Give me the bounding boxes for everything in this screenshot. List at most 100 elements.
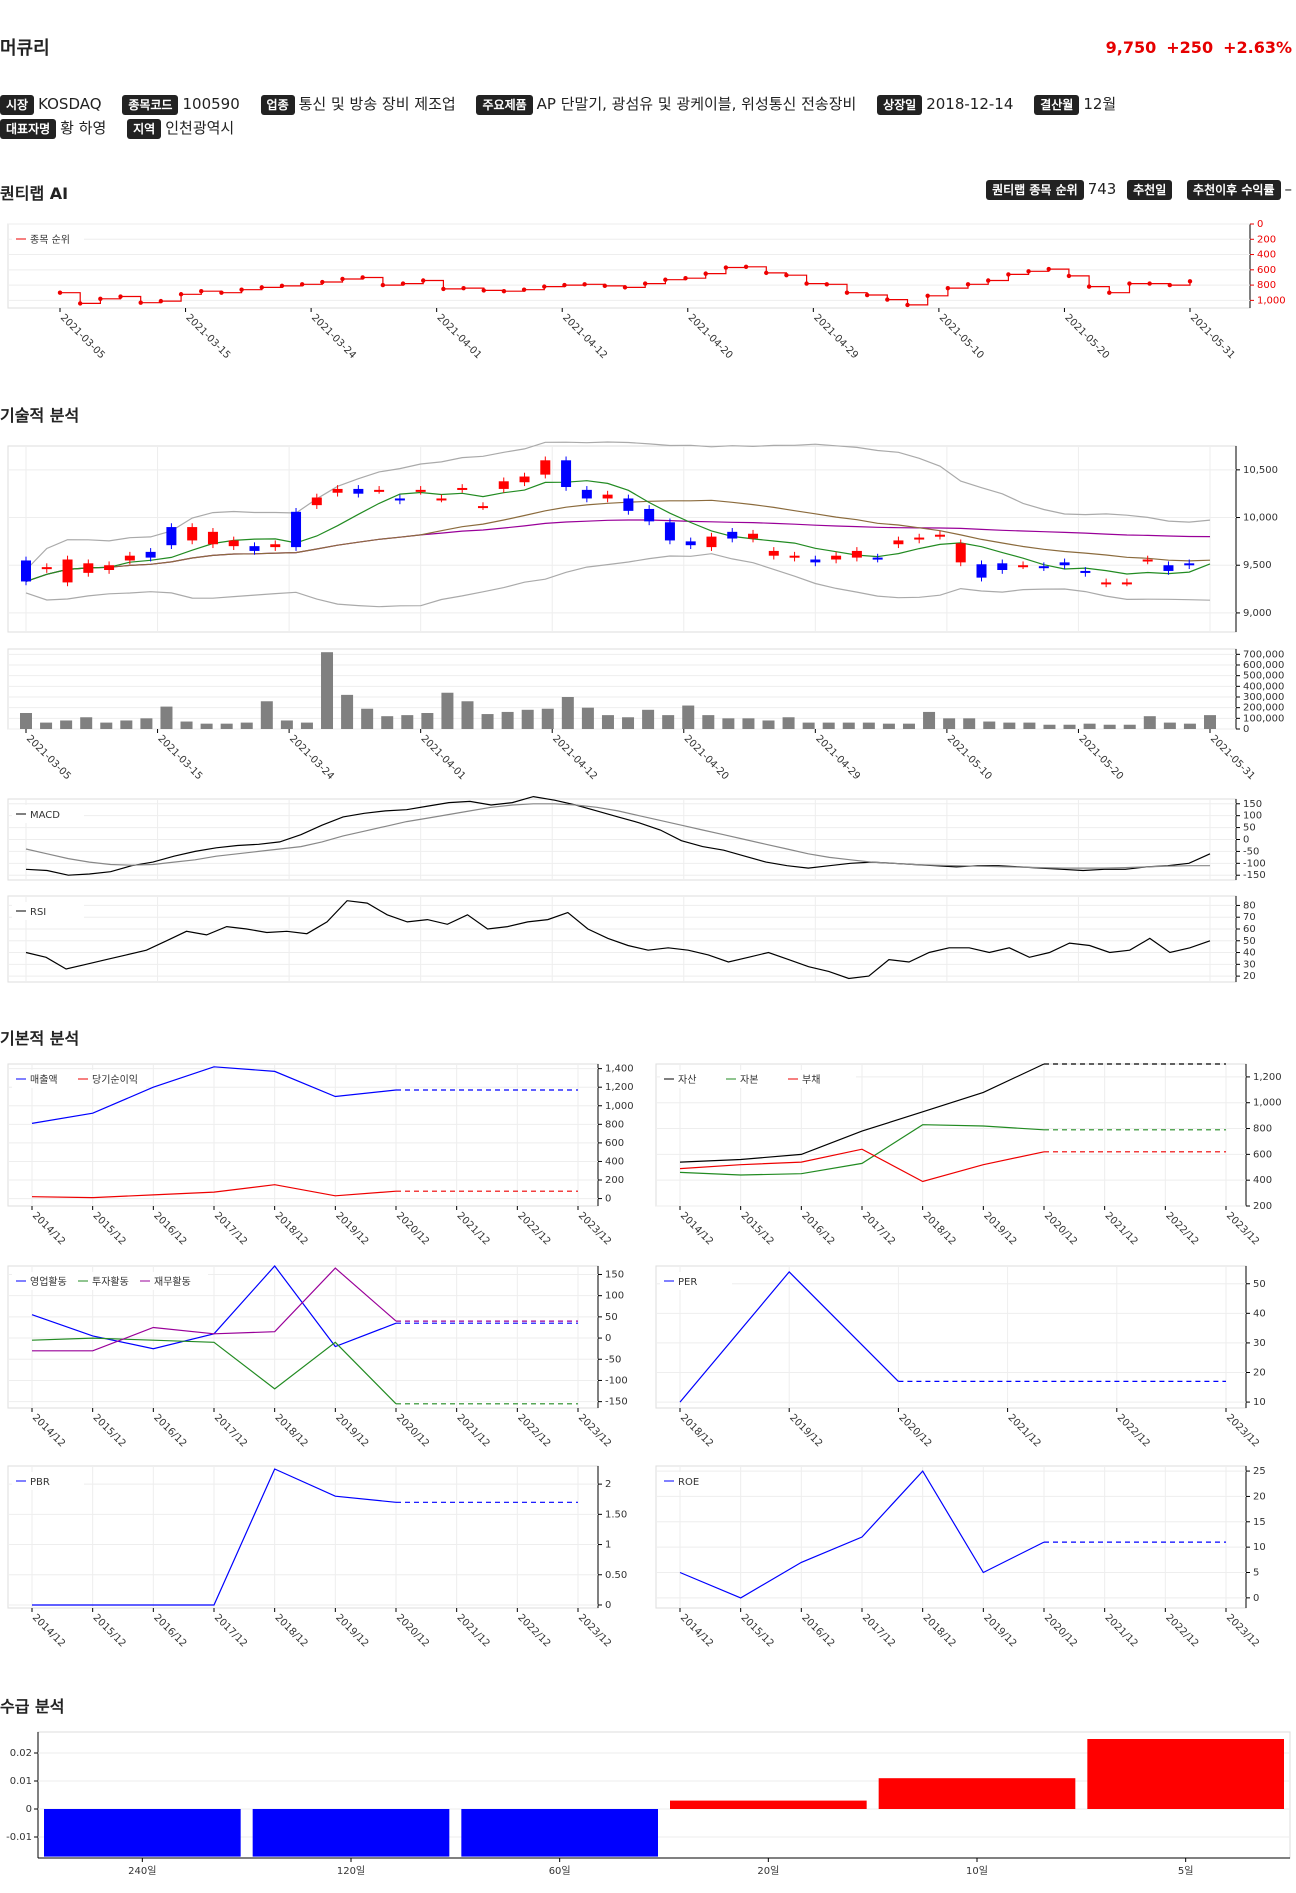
volume-bar [1023,722,1036,729]
y-tick-label: -100 [1243,858,1266,869]
candle-body [976,564,987,578]
x-tick-label: 2022/12 [515,1412,552,1449]
supply-bar [252,1809,450,1857]
candle-body [291,511,302,548]
candle-body [872,557,883,560]
rank-point [905,302,910,308]
value-rec-return: – [1284,180,1293,198]
y-tick-label: 50 [1253,1279,1266,1290]
volume-bar [983,721,996,729]
x-tick-label: 2019/12 [787,1412,824,1449]
section-ai-title: 퀀티랩 AI [0,184,69,203]
x-tick-label: 2021-05-20 [1062,312,1111,361]
candle-body [374,489,385,492]
candle-body [644,508,655,522]
volume-bar [300,722,313,729]
candle-body [685,541,696,546]
x-tick-label: 2018/12 [921,1612,958,1649]
volume-bar [541,708,554,729]
x-tick-label: 2019/12 [333,1612,370,1649]
rank-point [602,283,608,289]
rank-point [703,271,708,276]
assets-series-line [679,1124,1045,1176]
y-tick-label: 800 [1257,280,1276,291]
y-tick-label: -0.01 [6,1832,32,1843]
y-tick-label: 0.01 [10,1776,32,1787]
x-tick-label: 2021/12 [1005,1412,1042,1449]
y-tick-label: 60 [1243,924,1256,935]
y-tick-label: 1,400 [605,1064,634,1075]
assets-series-line [679,1148,1045,1183]
volume-chart: 0100,000200,000300,000400,000500,000600,… [7,648,1284,782]
candle-body [934,534,945,537]
y-tick-label: 100,000 [1243,713,1284,724]
x-tick-label: 2019/12 [333,1412,370,1449]
value-ceo: 황 하영 [60,119,107,137]
x-tick-label: 20일 [757,1865,779,1877]
x-tick-label: 2015/12 [91,1612,128,1649]
volume-bar [622,717,635,729]
rank-point [542,284,547,289]
cashflow-chart: -150 -100 -50 0 50 100 150 2014/12 2015/12 2016/1… [7,1265,628,1449]
cashflow-series-line [32,1267,397,1352]
x-tick-label: 2019/12 [333,1210,370,1247]
candle-body [748,533,759,539]
volume-bar [521,709,534,729]
y-tick-label: 30 [1243,959,1256,970]
candle-body [207,531,218,545]
rank-point [138,300,143,305]
candle-body [789,555,800,558]
x-tick-label: 2021-04-01 [419,733,468,782]
x-tick-label: 2021-03-05 [58,312,107,361]
supply-bar [670,1800,867,1809]
x-tick-label: 2018/12 [273,1412,310,1449]
x-tick-label: 2019/12 [981,1612,1018,1649]
rank-point [925,293,930,298]
candle-body [353,488,364,494]
volume-bar [1043,724,1056,729]
candle-body [270,544,281,548]
x-tick-label: 2016/12 [799,1210,836,1247]
info-row-1: 시장 KOSDAQ 종목코드 100590 업종 통신 및 방송 장비 제조업 주요제… [0,92,1296,116]
x-tick-label: 2017/12 [212,1412,249,1449]
volume-bar [160,706,173,729]
rank-point [481,288,486,293]
rank-point [562,282,567,288]
stock-header: 머큐리 9,750 +250 +2.63% [0,30,1296,60]
volume-bar [180,721,193,729]
legend-label: 부채 [802,1074,820,1086]
rank-point [178,292,184,297]
x-tick-label: 2023/12 [576,1412,613,1449]
tag-rec-date: 추천일 [1127,180,1173,200]
x-tick-label: 2021-04-01 [435,312,484,361]
candle-body [519,476,530,483]
volume-bar [341,694,354,729]
rank-point [784,272,789,278]
y-tick-label: 40 [1253,1308,1266,1319]
volume-bar [581,707,594,729]
y-tick-label: 600 [605,1138,624,1149]
volume-bar [361,708,374,729]
value-fiscal-month: 12월 [1083,95,1117,113]
x-tick-label: 2021-05-20 [1076,733,1125,782]
rank-point [945,285,951,291]
x-tick-label: 2018/12 [921,1210,958,1247]
y-tick-label: 100 [605,1291,624,1302]
y-tick-label: 1 [605,1540,611,1551]
rank-point [864,292,870,298]
price-change: +250 [1166,38,1214,57]
rank-point [683,276,688,281]
price-display: 9,750 +250 +2.63% [1096,38,1292,57]
rank-point [279,283,285,289]
candle-body [540,460,551,475]
x-tick-label: 2021-03-15 [155,733,204,782]
volume-bar [882,723,895,729]
candle-body [664,522,675,541]
x-tick-label: 2014/12 [678,1612,715,1649]
y-tick-label: 50 [1243,823,1256,834]
value-listing-date: 2018-12-14 [926,95,1014,113]
x-tick-label: 2021-04-20 [682,733,731,782]
candle-body [1184,563,1195,566]
tag-listing-date: 상장일 [877,95,923,115]
